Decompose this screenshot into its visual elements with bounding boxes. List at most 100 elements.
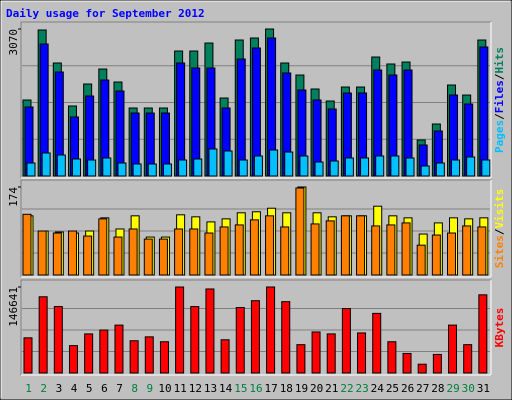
bar	[205, 288, 215, 374]
x-tick-label: 9	[147, 382, 154, 395]
x-tick-label: 4	[71, 382, 78, 395]
bar	[466, 156, 476, 177]
bar	[102, 157, 112, 177]
bar	[265, 215, 275, 276]
bar	[23, 337, 33, 374]
x-tick-label: 31	[477, 382, 490, 395]
legend-separator: /	[493, 228, 506, 235]
x-tick-label: 13	[204, 382, 217, 395]
x-tick-label: 17	[265, 382, 278, 395]
bar	[117, 162, 127, 177]
legend-entry: Visits	[493, 189, 506, 229]
bar	[26, 162, 36, 177]
bar	[56, 154, 66, 177]
bar	[390, 155, 400, 177]
bar	[435, 162, 445, 177]
bar	[387, 341, 397, 374]
y-tick-label: 146641	[7, 287, 20, 327]
x-tick-label: 26	[401, 382, 414, 395]
bar	[296, 344, 306, 374]
bar	[281, 301, 291, 374]
bar	[38, 296, 48, 374]
x-tick-label: 24	[371, 382, 385, 395]
bar	[479, 46, 489, 177]
bar	[463, 344, 473, 374]
bar	[447, 232, 457, 276]
bar	[22, 213, 32, 276]
bar	[143, 238, 153, 276]
x-tick-label: 25	[386, 382, 399, 395]
bar	[314, 161, 324, 177]
bar	[249, 219, 259, 276]
x-tick-label: 14	[219, 382, 233, 395]
chart-title: Daily usage for September 2012	[6, 7, 205, 20]
bar	[175, 286, 185, 374]
y-tick-label: 174	[7, 187, 20, 207]
legend-entry: Hits	[493, 47, 506, 74]
bar	[71, 158, 81, 177]
x-tick-label: 1	[25, 382, 32, 395]
bar	[99, 329, 109, 374]
x-tick-label: 29	[446, 382, 459, 395]
bar	[52, 232, 62, 276]
bar	[329, 160, 339, 177]
bar	[250, 300, 260, 374]
x-tick-label: 23	[356, 382, 369, 395]
legend-entry: KBytes	[493, 308, 506, 348]
bar	[420, 165, 430, 177]
bar	[53, 306, 63, 374]
bar	[178, 159, 188, 177]
bar	[344, 157, 354, 177]
bar	[223, 150, 233, 177]
bar	[219, 226, 229, 276]
x-tick-label: 5	[86, 382, 93, 395]
bar	[37, 230, 47, 276]
bar	[481, 159, 491, 177]
bar	[360, 157, 370, 177]
bar	[341, 307, 351, 374]
x-tick-label: 2	[40, 382, 47, 395]
x-tick-label: 16	[249, 382, 262, 395]
x-tick-label: 20	[310, 382, 323, 395]
bar	[326, 333, 336, 374]
x-tick-label: 12	[189, 382, 202, 395]
x-tick-label: 7	[116, 382, 123, 395]
bar	[189, 228, 199, 276]
bar	[236, 58, 246, 177]
bar	[310, 223, 320, 276]
bar	[417, 363, 427, 374]
legend-entry: Sites	[493, 235, 506, 268]
bar	[220, 339, 230, 374]
bar	[402, 352, 412, 374]
bar	[204, 232, 214, 276]
x-tick-label: 18	[280, 382, 293, 395]
bar	[266, 286, 276, 374]
bar	[462, 225, 472, 276]
bar	[375, 155, 385, 177]
bar	[113, 236, 123, 276]
bar	[159, 341, 169, 374]
bar	[83, 235, 93, 276]
bar	[84, 333, 94, 374]
bar	[208, 148, 218, 177]
x-tick-label: 21	[325, 382, 338, 395]
bar	[87, 159, 97, 177]
bar	[253, 155, 263, 177]
bar	[386, 224, 396, 276]
bar	[280, 226, 290, 276]
bar	[41, 152, 51, 177]
legend-entry: Files	[493, 80, 506, 113]
bar	[405, 157, 415, 177]
bar	[238, 159, 248, 177]
x-tick-label: 6	[101, 382, 108, 395]
bar	[158, 238, 168, 276]
x-tick-label: 22	[340, 382, 353, 395]
x-tick-label: 3	[56, 382, 63, 395]
bar	[98, 218, 108, 276]
legend: KBytes	[493, 308, 506, 348]
legend-entry: Pages	[493, 120, 506, 153]
bar	[371, 225, 381, 276]
bar	[477, 226, 487, 276]
bar	[114, 324, 124, 374]
